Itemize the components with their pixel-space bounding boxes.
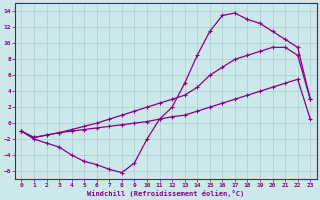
X-axis label: Windchill (Refroidissement éolien,°C): Windchill (Refroidissement éolien,°C)	[87, 190, 244, 197]
